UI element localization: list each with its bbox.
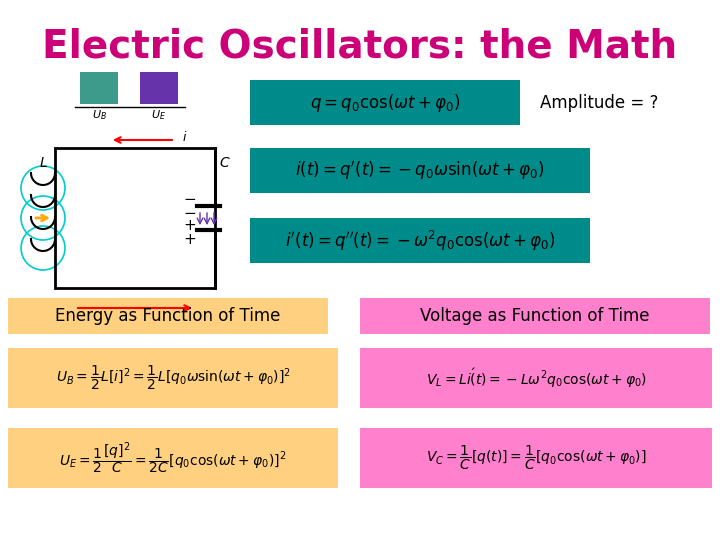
Bar: [8, 348, 338, 408]
Bar: [8, 428, 338, 488]
Bar: [250, 218, 590, 263]
Text: $V_C = \dfrac{1}{C}[q(t)] = \dfrac{1}{C}[q_0\cos(\omega t + \varphi_0)]$: $V_C = \dfrac{1}{C}[q(t)] = \dfrac{1}{C}…: [426, 444, 647, 472]
Text: Energy as Function of Time: Energy as Function of Time: [55, 307, 281, 325]
Text: +: +: [184, 219, 197, 233]
Bar: [360, 348, 712, 408]
Text: $i$: $i$: [182, 130, 187, 144]
Text: $i'(t) = q''(t) = -\omega^2 q_0\cos(\omega t + \varphi_0)$: $i'(t) = q''(t) = -\omega^2 q_0\cos(\ome…: [284, 228, 555, 253]
Bar: [250, 148, 590, 193]
Text: L: L: [40, 156, 47, 170]
Text: $q = q_0\cos(\omega t + \varphi_0)$: $q = q_0\cos(\omega t + \varphi_0)$: [310, 91, 460, 113]
Text: Voltage as Function of Time: Voltage as Function of Time: [420, 307, 649, 325]
Bar: [8, 298, 328, 334]
Text: $V_L = Li\'(t) = -L\omega^2 q_0\cos(\omega t + \varphi_0)$: $V_L = Li\'(t) = -L\omega^2 q_0\cos(\ome…: [426, 366, 647, 390]
Bar: [55, 148, 215, 288]
Text: $U_B$: $U_B$: [91, 108, 107, 122]
Bar: [140, 72, 178, 104]
Text: Amplitude = ?: Amplitude = ?: [540, 93, 658, 111]
Text: $U_E = \dfrac{1}{2}\dfrac{[q]^2}{C} = \dfrac{1}{2C}[q_0\cos(\omega t + \varphi_0: $U_E = \dfrac{1}{2}\dfrac{[q]^2}{C} = \d…: [59, 440, 287, 476]
Text: Electric Oscillators: the Math: Electric Oscillators: the Math: [42, 28, 678, 66]
Text: +: +: [184, 233, 197, 247]
Text: C: C: [219, 156, 229, 170]
Text: −: −: [184, 192, 197, 207]
Text: −: −: [184, 206, 197, 221]
Bar: [80, 72, 118, 104]
Bar: [250, 80, 520, 125]
Text: $U_B = \dfrac{1}{2}L[i]^2 = \dfrac{1}{2}L[q_0\omega\sin(\omega t + \varphi_0)]^2: $U_B = \dfrac{1}{2}L[i]^2 = \dfrac{1}{2}…: [55, 364, 290, 392]
Text: $i(t) = q'(t) = -q_0\omega\sin(\omega t + \varphi_0)$: $i(t) = q'(t) = -q_0\omega\sin(\omega t …: [295, 159, 545, 182]
Text: $U_E$: $U_E$: [151, 108, 166, 122]
Bar: [360, 298, 710, 334]
Bar: [360, 428, 712, 488]
